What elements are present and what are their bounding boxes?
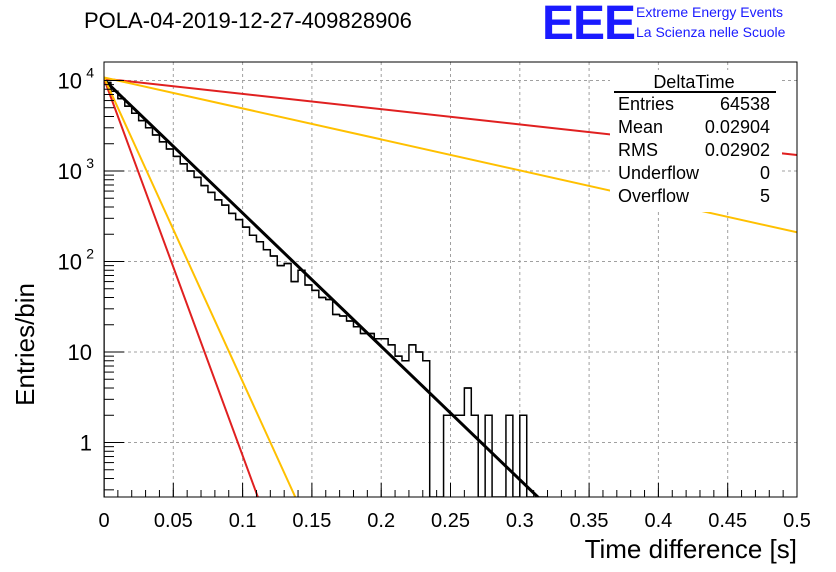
y-axis-label: Entries/bin bbox=[10, 283, 40, 406]
stats-label-mean: Mean bbox=[618, 117, 663, 137]
x-tick-label: 0.5 bbox=[783, 510, 811, 532]
chart-title: POLA-04-2019-12-27-409828906 bbox=[84, 8, 412, 33]
y-tick-label: 10 bbox=[58, 68, 82, 93]
x-axis-label: Time difference [s] bbox=[585, 534, 797, 564]
x-tick-label: 0.05 bbox=[154, 510, 193, 532]
x-tick-label: 0.2 bbox=[367, 510, 395, 532]
stats-value-mean: 0.02904 bbox=[705, 117, 770, 137]
x-tick-label: 0.4 bbox=[644, 510, 672, 532]
logo-subtitle-line2: La Scienza nelle Scuole bbox=[636, 24, 786, 40]
stats-value-entries: 64538 bbox=[720, 94, 770, 114]
fit-line bbox=[104, 77, 259, 497]
stats-label-rms: RMS bbox=[618, 140, 658, 160]
stats-label-underflow: Underflow bbox=[618, 163, 700, 183]
y-tick-label: 10 bbox=[58, 159, 82, 184]
stats-label-overflow: Overflow bbox=[618, 186, 690, 206]
y-tick-label: 1 bbox=[80, 431, 92, 456]
logo-subtitle-line1: Extreme Energy Events bbox=[636, 4, 784, 20]
stats-box-bg bbox=[610, 70, 782, 212]
stats-title: DeltaTime bbox=[653, 72, 734, 92]
axis-ticks: 0 0.05 0.1 0.15 0.2 0.25 0.3 0.35 0.4 0.45 0.5 1 10 1… bbox=[58, 64, 811, 532]
stats-label-entries: Entries bbox=[618, 94, 674, 114]
stats-box: DeltaTime Entries 64538 Mean 0.02904 RMS… bbox=[610, 70, 782, 212]
x-tick-label: 0.1 bbox=[229, 510, 257, 532]
x-tick-label: 0.35 bbox=[570, 510, 609, 532]
x-tick-label: 0.45 bbox=[708, 510, 747, 532]
y-tick-label: 10 bbox=[58, 249, 82, 274]
x-tick-label: 0.3 bbox=[506, 510, 534, 532]
stats-value-rms: 0.02902 bbox=[705, 140, 770, 160]
y-tick-label: 10 bbox=[68, 340, 92, 365]
fit-lines bbox=[104, 76, 797, 497]
eee-logo: EEE bbox=[542, 0, 636, 50]
y-tick-exponent: 2 bbox=[86, 245, 94, 261]
stats-value-overflow: 5 bbox=[760, 186, 770, 206]
y-tick-exponent: 3 bbox=[86, 155, 94, 171]
stats-value-underflow: 0 bbox=[760, 163, 770, 183]
x-tick-label: 0.25 bbox=[431, 510, 470, 532]
x-tick-label: 0 bbox=[98, 510, 109, 532]
fit-line bbox=[104, 78, 540, 497]
y-tick-exponent: 4 bbox=[86, 64, 94, 80]
x-tick-label: 0.15 bbox=[292, 510, 331, 532]
fit-line bbox=[104, 76, 297, 497]
